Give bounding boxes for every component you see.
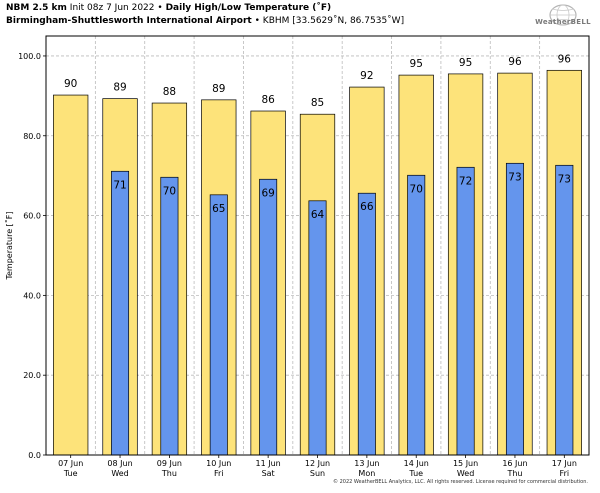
x-tick-date-label: 13 Jun xyxy=(354,459,379,468)
high-temp-label: 86 xyxy=(261,94,275,106)
low-temp-bar xyxy=(308,200,327,456)
logo-globe-icon xyxy=(549,4,577,26)
x-tick-date-label: 14 Jun xyxy=(404,459,429,468)
low-temp-label: 65 xyxy=(212,203,225,215)
low-temp-label: 73 xyxy=(558,173,571,185)
low-temp-bar xyxy=(259,178,278,456)
low-temp-bar xyxy=(456,166,475,456)
init-time: Init 08z 7 Jun 2022 xyxy=(69,3,155,13)
x-tick-day-label: Thu xyxy=(161,469,177,478)
low-temp-label: 69 xyxy=(261,187,274,199)
y-tick-label: 60.0 xyxy=(23,212,41,221)
low-temp-label: 70 xyxy=(163,185,176,197)
high-temp-label: 90 xyxy=(64,78,77,90)
x-tick-day-label: Fri xyxy=(214,469,224,478)
y-tick-label: 80.0 xyxy=(23,132,41,141)
title-separator-2: • xyxy=(254,16,260,26)
x-tick-date-label: 15 Jun xyxy=(453,459,478,468)
x-tick-day-label: Thu xyxy=(506,469,522,478)
x-tick-day-label: Wed xyxy=(111,469,128,478)
low-temp-bar xyxy=(160,176,179,456)
low-temp-label: 70 xyxy=(410,183,423,195)
y-axis-label: Temperature [˚F] xyxy=(4,211,14,280)
x-tick-date-label: 11 Jun xyxy=(256,459,281,468)
x-tick-date-label: 12 Jun xyxy=(305,459,330,468)
title-separator: • xyxy=(157,3,163,13)
x-tick-date-label: 17 Jun xyxy=(552,459,577,468)
x-tick-day-label: Tue xyxy=(63,469,78,478)
chart-title-line-2: Birmingham-Shuttlesworth International A… xyxy=(6,16,404,26)
station-id-coords: KBHM [33.5629˚N, 86.7535˚W] xyxy=(262,16,405,26)
weatherbell-logo: WeatherBELL xyxy=(530,2,596,36)
x-tick-date-label: 09 Jun xyxy=(157,459,182,468)
x-tick-day-label: Fri xyxy=(560,469,570,478)
product-name: Daily High/Low Temperature (˚F) xyxy=(165,3,332,13)
low-temp-label: 71 xyxy=(113,179,126,191)
x-tick-date-label: 16 Jun xyxy=(502,459,527,468)
chart-title-line-1: NBM 2.5 km Init 08z 7 Jun 2022 • Daily H… xyxy=(6,3,331,13)
model-name: NBM 2.5 km xyxy=(6,3,67,13)
y-tick-label: 40.0 xyxy=(23,291,41,300)
high-temp-label: 88 xyxy=(163,86,176,98)
x-tick-day-label: Tue xyxy=(408,469,423,478)
high-temp-label: 89 xyxy=(212,83,225,95)
low-temp-bar xyxy=(357,192,376,456)
low-temp-bar xyxy=(555,164,574,456)
low-temp-bar xyxy=(505,162,524,456)
low-temp-label: 73 xyxy=(508,171,521,183)
y-tick-label: 0.0 xyxy=(28,451,41,460)
x-tick-day-label: Wed xyxy=(457,469,474,478)
low-temp-bar xyxy=(407,174,426,456)
bars xyxy=(53,69,582,456)
high-temp-label: 89 xyxy=(113,82,126,94)
low-temp-bar xyxy=(209,194,228,456)
copyright-footer: © 2022 WeatherBELL Analytics, LLC. All r… xyxy=(333,479,588,485)
low-temp-label: 72 xyxy=(459,175,472,187)
high-temp-label: 85 xyxy=(311,97,324,109)
station-name: Birmingham-Shuttlesworth International A… xyxy=(6,16,252,26)
low-temp-label: 64 xyxy=(311,209,325,221)
x-tick-date-label: 08 Jun xyxy=(107,459,132,468)
y-tick-label: 100.0 xyxy=(18,52,41,61)
high-temp-label: 95 xyxy=(459,57,472,69)
low-temp-bar xyxy=(111,170,130,456)
high-temp-bar xyxy=(53,94,89,456)
logo-text: WeatherBELL xyxy=(535,18,591,26)
y-tick-label: 20.0 xyxy=(23,371,41,380)
x-tick-day-label: Sat xyxy=(262,469,275,478)
bar-value-labels: 90 89 71 88 70 89 65 86 69 85 64 92 66 95 70 95 72 96 73 96… xyxy=(64,53,571,220)
low-temp-label: 66 xyxy=(360,201,374,213)
high-temp-label: 96 xyxy=(558,53,572,65)
high-temp-label: 96 xyxy=(508,56,522,68)
x-tick-date-label: 10 Jun xyxy=(206,459,231,468)
x-tick-day-label: Sun xyxy=(310,469,325,478)
high-temp-label: 95 xyxy=(410,58,423,70)
high-temp-label: 92 xyxy=(360,70,373,82)
x-tick-day-label: Mon xyxy=(358,469,375,478)
x-tick-date-label: 07 Jun xyxy=(58,459,83,468)
